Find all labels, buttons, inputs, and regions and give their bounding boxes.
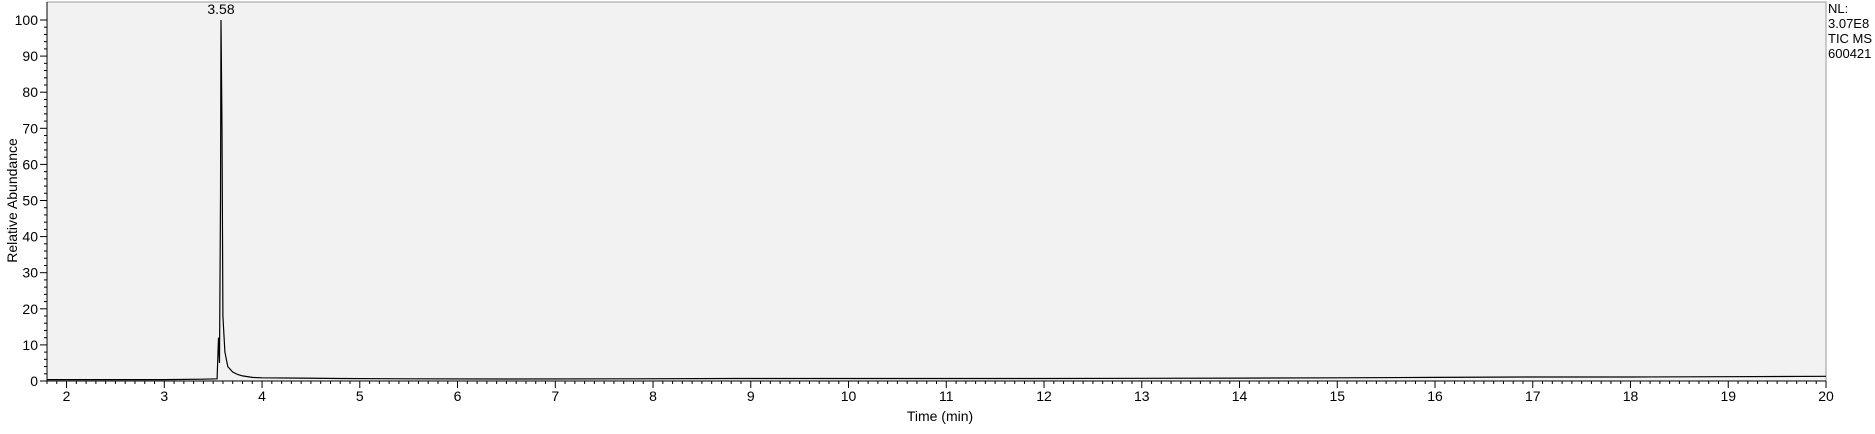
y-axis-ticks: 0 10 20 30 40 50 60 70 80 90 100	[15, 2, 48, 389]
x-axis-title: Time (min)	[907, 408, 973, 424]
x-tick-label: 15	[1329, 388, 1345, 404]
x-tick-label: 19	[1720, 388, 1736, 404]
x-tick-label: 9	[747, 388, 755, 404]
info-line-value: 3.07E8	[1828, 16, 1869, 31]
x-tick-label: 13	[1134, 388, 1150, 404]
y-tick-label: 30	[22, 265, 38, 281]
y-tick-label: 20	[22, 301, 38, 317]
y-tick-label: 50	[22, 193, 38, 209]
y-tick-label: 70	[22, 120, 38, 136]
y-tick-label: 10	[22, 337, 38, 353]
x-tick-label: 4	[258, 388, 266, 404]
x-tick-label: 8	[649, 388, 657, 404]
x-axis-ticks: 2 3 4 5 6 7 8 9 10 11 12 13 14 15 16 17 18 19 20	[46, 380, 1834, 404]
tic-trace-line	[47, 19, 1827, 381]
x-tick-label: 3	[160, 388, 168, 404]
x-tick-label: 17	[1525, 388, 1541, 404]
x-tick-label: 5	[356, 388, 364, 404]
scan-info: NL: 3.07E8 TIC MS 600421	[1828, 1, 1872, 61]
x-tick-label: 12	[1036, 388, 1052, 404]
info-line-filter: TIC MS	[1828, 31, 1872, 46]
x-tick-label: 14	[1232, 388, 1248, 404]
x-tick-label: 16	[1427, 388, 1443, 404]
y-tick-label: 100	[15, 12, 39, 28]
x-tick-label: 11	[939, 388, 954, 404]
info-line-id: 600421	[1828, 46, 1871, 61]
y-tick-label: 40	[22, 229, 38, 245]
y-tick-label: 90	[22, 48, 38, 64]
y-tick-label: 80	[22, 84, 38, 100]
x-tick-label: 2	[63, 388, 71, 404]
x-tick-label: 6	[454, 388, 462, 404]
x-tick-label: 20	[1818, 388, 1834, 404]
x-tick-label: 10	[841, 388, 857, 404]
plot-area	[46, 1, 1827, 382]
peak-label: 3.58	[207, 1, 234, 17]
y-axis-title: Relative Abundance	[4, 138, 20, 263]
info-line-nl: NL:	[1828, 1, 1848, 16]
x-tick-label: 18	[1623, 388, 1639, 404]
x-tick-label: 7	[551, 388, 559, 404]
y-tick-label: 0	[30, 373, 38, 389]
y-tick-label: 60	[22, 156, 38, 172]
